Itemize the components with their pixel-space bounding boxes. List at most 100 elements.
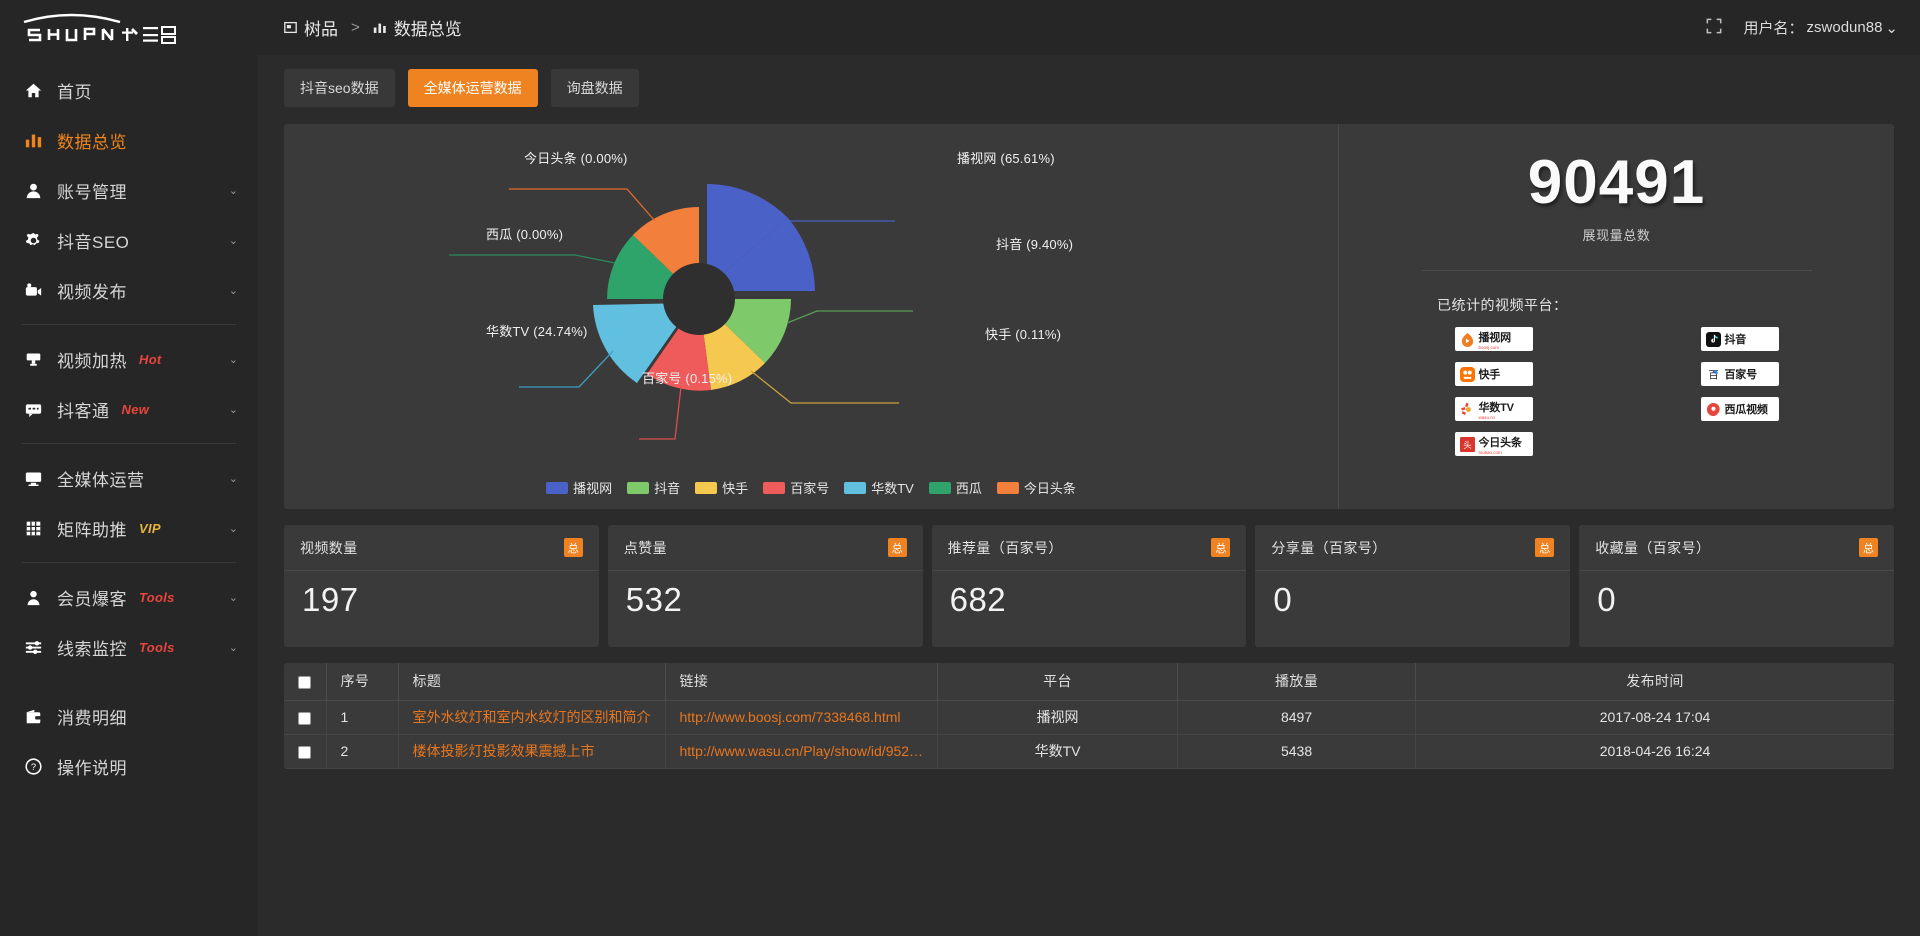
tab-omni-media-data[interactable]: 全媒体运营数据 (407, 69, 538, 107)
pie-label-baijiahao: 百家号 (0.15%) (642, 371, 733, 386)
stat-card-share: 分享量（百家号） 总 0 (1255, 525, 1571, 647)
table-body: 1 室外水纹灯和室内水纹灯的区别和简介 http://www.boosj.com… (284, 700, 1894, 769)
legend-item-boshi[interactable]: 播视网 (546, 478, 612, 497)
platform-badge-name: 抖音 (1724, 334, 1747, 347)
sidebar-item-consumption-detail[interactable]: 消费明细 (0, 691, 258, 741)
sidebar-item-member-boom[interactable]: 会员爆客 Tools ⌄ (0, 572, 258, 622)
page-content: 抖音seo数据 全媒体运营数据 询盘数据 (258, 55, 1920, 936)
video-upload-icon (22, 279, 44, 301)
sidebar-item-data-overview[interactable]: 数据总览 (0, 115, 258, 165)
sidebar-item-tag: Tools (139, 589, 175, 605)
platform-badge-boshi[interactable]: 播视网 boosj.com (1454, 327, 1533, 352)
row-checkbox[interactable] (298, 711, 312, 725)
user-icon (22, 179, 44, 201)
user-menu[interactable]: 用户名： zswodun88 ⌄ (1744, 17, 1898, 38)
legend-label: 播视网 (573, 481, 613, 496)
svg-text:百: 百 (1708, 369, 1718, 381)
monitor-icon (22, 467, 44, 489)
sidebar-item-matrix-boost[interactable]: 矩阵助推 VIP ⌄ (0, 503, 258, 553)
row-url-link[interactable]: http://www.wasu.cn/Play/show/id/952… (665, 734, 939, 769)
stat-card-value: 682 (949, 581, 1007, 618)
sidebar-item-label: 线索监控 (57, 639, 127, 659)
select-all-checkbox[interactable] (298, 676, 312, 690)
row-url-link[interactable]: http://www.boosj.com/7338468.html (665, 700, 939, 735)
chat-icon (22, 398, 44, 420)
stat-card-title: 视频数量 (300, 539, 358, 556)
sidebar-item-clue-monitor[interactable]: 线索监控 Tools ⌄ (0, 622, 258, 672)
sidebar-item-douyin-seo[interactable]: 抖音SEO ⌄ (0, 215, 258, 265)
sidebar-item-label: 消费明细 (57, 708, 127, 728)
total-impressions-label: 展现量总数 (1582, 228, 1651, 244)
stat-card-value: 532 (625, 581, 683, 618)
kuaishou-logo-icon (1459, 366, 1476, 383)
legend-item-kuaishou[interactable]: 快手 (695, 478, 748, 497)
platform-badge-xigua[interactable]: 西瓜视频 (1700, 397, 1779, 422)
row-checkbox[interactable] (298, 745, 312, 759)
legend-item-wasu[interactable]: 华数TV (844, 478, 914, 497)
tab-inquiry-data[interactable]: 询盘数据 (550, 69, 639, 107)
platform-column-left: 播视网 boosj.com 快手 (1454, 327, 1533, 457)
breadcrumb-label: 数据总览 (393, 20, 462, 39)
tab-douyin-seo-data[interactable]: 抖音seo数据 (284, 69, 395, 107)
platform-badge-grid: 播视网 boosj.com 快手 (1454, 327, 1779, 457)
pie-label-toutiao: 今日头条 (0.00%) (524, 151, 628, 166)
platform-badge-baijiahao[interactable]: 百 百家号 (1700, 362, 1779, 387)
sidebar-item-label: 账号管理 (57, 182, 127, 202)
table-row[interactable]: 1 室外水纹灯和室内水纹灯的区别和简介 http://www.boosj.com… (284, 700, 1894, 735)
column-header-title: 标题 (398, 663, 666, 701)
status-badge: 总 (563, 538, 583, 557)
legend-swatch (928, 481, 951, 494)
sidebar-item-omni-media[interactable]: 全媒体运营 ⌄ (0, 453, 258, 503)
pie-slice-wasu[interactable] (593, 303, 693, 383)
shupin-logo-icon (23, 13, 176, 44)
sidebar-item-instructions[interactable]: ? 操作说明 (0, 741, 258, 791)
breadcrumb-item-current[interactable]: 数据总览 (373, 15, 462, 40)
status-badge: 总 (1535, 538, 1555, 557)
platform-badge-douyin[interactable]: 抖音 (1700, 327, 1779, 352)
legend-item-baijiahao[interactable]: 百家号 (763, 478, 829, 497)
chevron-down-icon: ⌄ (228, 472, 238, 485)
row-title-link[interactable]: 楼体投影灯投影效果震撼上市 (398, 734, 666, 769)
boosj-logo-icon (1459, 331, 1476, 348)
toutiao-logo-icon: 头 (1459, 436, 1476, 453)
pie-slice-boshi[interactable] (707, 184, 788, 287)
column-header-platform: 平台 (937, 663, 1179, 701)
fullscreen-icon[interactable] (1706, 18, 1722, 38)
svg-text:?: ? (30, 762, 35, 772)
legend-label: 今日头条 (1023, 481, 1076, 496)
row-title-link[interactable]: 室外水纹灯和室内水纹灯的区别和简介 (398, 700, 666, 735)
table-row[interactable]: 2 楼体投影灯投影效果震撼上市 http://www.wasu.cn/Play/… (284, 734, 1894, 769)
svg-text:头: 头 (1463, 439, 1471, 449)
stat-card-header: 点赞量 总 (607, 525, 923, 571)
legend-item-douyin[interactable]: 抖音 (627, 478, 680, 497)
sidebar-item-home[interactable]: 首页 (0, 65, 258, 115)
legend-swatch (627, 481, 650, 494)
legend-label: 西瓜 (955, 481, 982, 496)
row-plays: 5438 (1177, 734, 1417, 769)
breadcrumb: 树品 > 数据总览 (284, 15, 462, 40)
stat-card-title: 推荐量（百家号） (947, 539, 1063, 556)
pie-label-douyin: 抖音 (9.40%) (996, 237, 1074, 252)
column-header-link: 链接 (665, 663, 939, 701)
main-area: 树品 > 数据总览 用户名： zswodun88 ⌄ (258, 0, 1920, 936)
sidebar-item-video-boost[interactable]: 视频加热 Hot ⌄ (0, 334, 258, 384)
stat-cards: 视频数量 总 197 点赞量 总 532 推荐量（百家号） 总 (284, 525, 1894, 647)
status-badge: 总 (1211, 538, 1231, 557)
sidebar-item-account-management[interactable]: 账号管理 ⌄ (0, 165, 258, 215)
legend-swatch (996, 481, 1019, 494)
summary-side: 90491 展现量总数 已统计的视频平台： 播视网 (1338, 124, 1894, 509)
sliders-icon (22, 636, 44, 658)
breadcrumb-item-root[interactable]: 树品 (284, 15, 338, 40)
sidebar-item-video-publish[interactable]: 视频发布 ⌄ (0, 265, 258, 315)
sidebar-item-douketong[interactable]: 抖客通 New ⌄ (0, 384, 258, 434)
platform-badge-kuaishou[interactable]: 快手 (1454, 362, 1533, 387)
brand-logo[interactable] (0, 0, 258, 55)
platform-badge-toutiao[interactable]: 头 今日头条 toutiao.com (1454, 432, 1533, 457)
select-all-header (284, 663, 327, 701)
megaphone-icon (22, 348, 44, 370)
platform-badge-wasu[interactable]: 华数TV wasu.cn (1454, 397, 1533, 422)
legend-item-toutiao[interactable]: 今日头条 (996, 478, 1076, 497)
sidebar-item-label: 抖客通 (57, 401, 110, 421)
legend-item-xigua[interactable]: 西瓜 (928, 478, 982, 497)
xigua-logo-icon (1705, 401, 1722, 418)
